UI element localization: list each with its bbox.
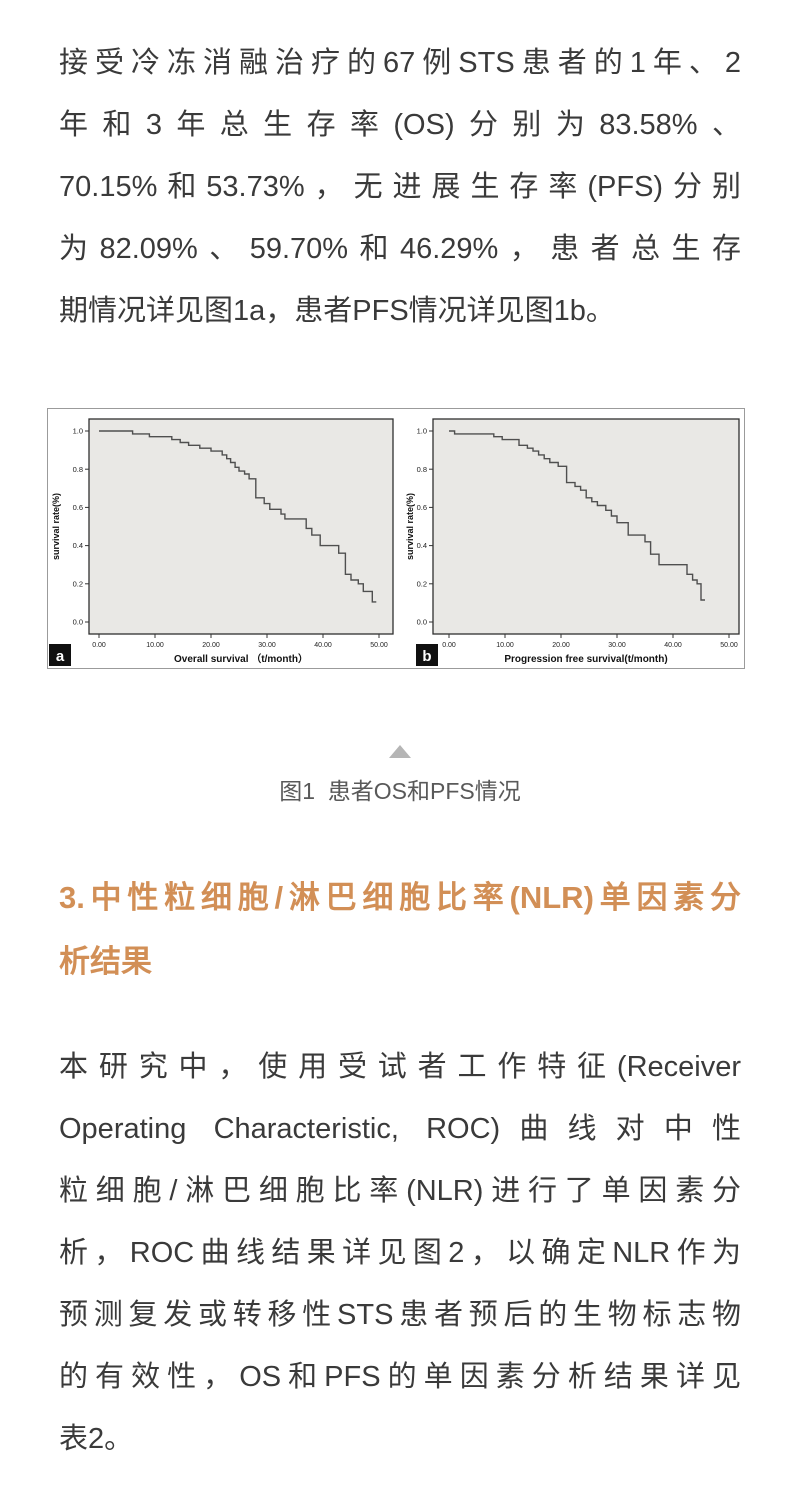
svg-text:0.6: 0.6	[417, 503, 427, 512]
svg-text:40.00: 40.00	[664, 642, 682, 649]
svg-text:0.8: 0.8	[73, 465, 83, 474]
text-line: 年和3年总生存率(OS)分别为83.58%、	[59, 109, 741, 141]
svg-text:Overall survival （t/month）: Overall survival （t/month）	[174, 652, 308, 665]
text-line: 期情况详见图1a，患者PFS情况详见图1b。	[59, 295, 615, 327]
svg-text:survival rate(%): survival rate(%)	[51, 493, 61, 560]
section-heading: 3.中性粒细胞/淋巴细胞比率(NLR)单因素分 析结果	[59, 866, 741, 994]
pfs-survival-chart: 0.0 0.2 0.4 0.6 0.8 1.0 0.00 10.00 20.00 30.00 40.…	[405, 418, 740, 666]
figure-caption: 图1 患者OS和PFS情况	[279, 778, 521, 804]
svg-text:30.00: 30.00	[258, 642, 276, 649]
os-survival-chart: 0.0 0.2 0.4 0.6 0.8 1.0 0.00 10.00 20.00 30.00 40.…	[49, 418, 394, 666]
svg-text:30.00: 30.00	[608, 642, 626, 649]
text-line: 为82.09%、59.70%和46.29%，患者总生存	[59, 233, 741, 265]
svg-text:1.0: 1.0	[417, 427, 427, 436]
figure-1-image[interactable]: 0.0 0.2 0.4 0.6 0.8 1.0 0.00 10.00 20.00 30.00 40.…	[47, 408, 745, 669]
svg-text:0.4: 0.4	[73, 541, 83, 550]
text-line: 析结果	[59, 944, 152, 979]
svg-text:0.2: 0.2	[73, 579, 83, 588]
text-line: 本研究中，使用受试者工作特征(Receiver	[59, 1051, 741, 1083]
text-line: 的有效性，OS和PFS的单因素分析结果详见	[59, 1361, 741, 1393]
text-line: Operating Characteristic, ROC)曲线对中性	[59, 1113, 741, 1145]
text-line: 预测复发或转移性STS患者预后的生物标志物	[59, 1299, 741, 1331]
svg-text:50.00: 50.00	[370, 642, 388, 649]
svg-text:b: b	[422, 648, 431, 665]
svg-text:40.00: 40.00	[314, 642, 332, 649]
svg-text:0.8: 0.8	[417, 465, 427, 474]
text-line: 70.15%和53.73%，无进展生存率(PFS)分别	[59, 171, 741, 203]
svg-text:10.00: 10.00	[146, 642, 164, 649]
text-line: 接受冷冻消融治疗的67例STS患者的1年、2	[59, 47, 741, 79]
svg-text:Progression free survival(t/mo: Progression free survival(t/month)	[504, 654, 667, 665]
paragraph-roc-analysis: 本研究中，使用受试者工作特征(Receiver Operating Charact…	[59, 1036, 741, 1470]
text-line: 析，ROC曲线结果详见图2，以确定NLR作为	[59, 1237, 741, 1269]
svg-text:10.00: 10.00	[496, 642, 514, 649]
paragraph-survival-rates: 接受冷冻消融治疗的67例STS患者的1年、2 年和3年总生存率(OS)分别为83.…	[59, 32, 741, 342]
text-line: 粒细胞/淋巴细胞比率(NLR)进行了单因素分	[59, 1175, 741, 1207]
svg-text:0.4: 0.4	[417, 541, 427, 550]
text-line: 3.中性粒细胞/淋巴细胞比率(NLR)单因素分	[59, 880, 741, 915]
svg-text:survival rate(%): survival rate(%)	[405, 493, 415, 560]
svg-text:1.0: 1.0	[73, 427, 83, 436]
svg-text:0.2: 0.2	[417, 579, 427, 588]
svg-text:0.00: 0.00	[92, 642, 106, 649]
svg-text:0.0: 0.0	[73, 618, 83, 627]
svg-text:a: a	[56, 648, 65, 665]
svg-text:20.00: 20.00	[202, 642, 220, 649]
svg-text:20.00: 20.00	[552, 642, 570, 649]
svg-text:0.00: 0.00	[442, 642, 456, 649]
text-line: 表2。	[59, 1423, 134, 1455]
triangle-up-icon	[389, 745, 411, 758]
svg-text:0.6: 0.6	[73, 503, 83, 512]
svg-text:50.00: 50.00	[720, 642, 738, 649]
svg-text:0.0: 0.0	[417, 618, 427, 627]
